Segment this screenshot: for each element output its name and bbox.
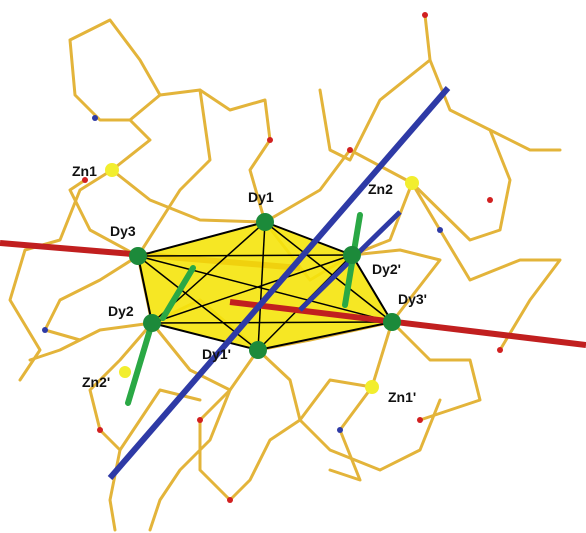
- atom-label: Zn2: [368, 181, 393, 197]
- axis-red: [229, 299, 586, 348]
- atom-label: Zn1: [72, 163, 97, 179]
- atom-label: Dy3': [398, 291, 427, 307]
- atoms: [42, 12, 503, 503]
- atom-label: Zn1': [388, 389, 416, 405]
- atom-label: Dy2': [372, 261, 401, 277]
- atom-label: Dy1: [248, 189, 274, 205]
- atom-label: Dy3: [110, 223, 136, 239]
- atom-label: Zn2': [82, 374, 110, 390]
- axis-blue: [107, 86, 451, 480]
- atom-label: Dy2: [108, 303, 134, 319]
- atom-label: Dy1': [202, 346, 231, 362]
